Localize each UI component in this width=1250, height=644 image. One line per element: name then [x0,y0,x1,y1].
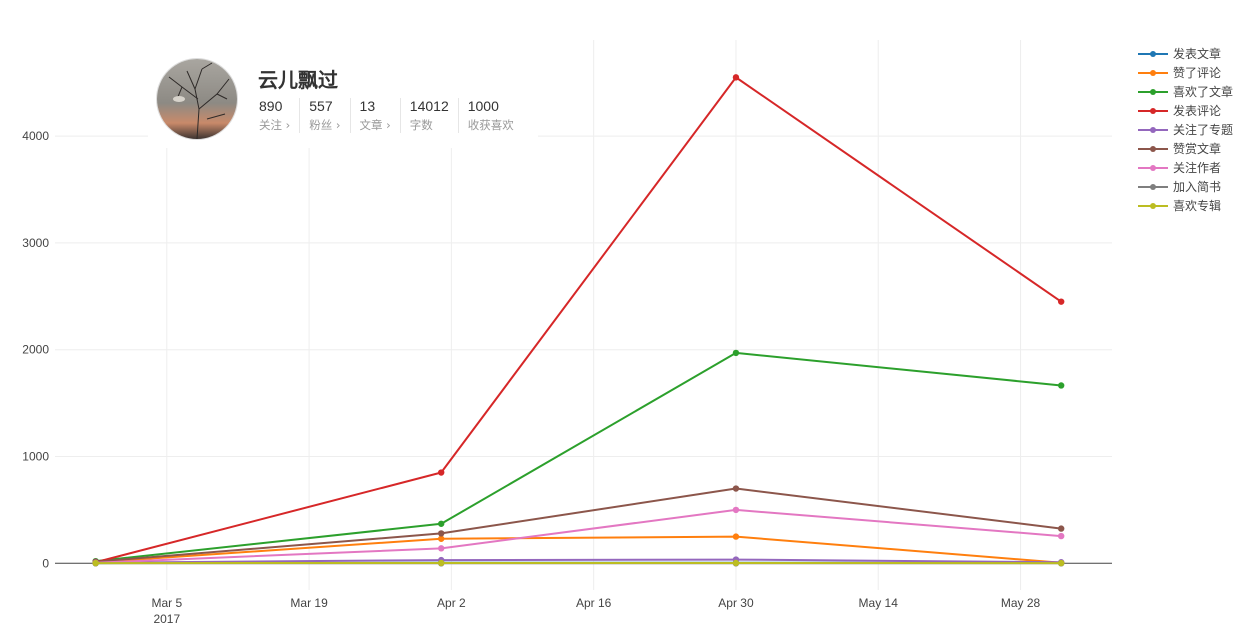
series-line [95,487,1062,563]
legend-item[interactable]: 赞赏文章 [1138,141,1221,156]
data-point[interactable] [732,533,740,540]
series-layer [92,74,1065,567]
data-point[interactable] [1057,382,1065,389]
legend-label: 赞赏文章 [1173,141,1221,156]
legend-label: 发表评论 [1173,103,1221,118]
stat-value: 557 [309,98,333,114]
legend-marker [1150,165,1156,171]
legend-item[interactable]: 关注了专题 [1138,122,1233,137]
legend-marker [1150,108,1156,114]
stat-label: 关注 › [259,118,291,132]
legend-item[interactable]: 关注作者 [1138,160,1221,175]
legend-item[interactable]: 加入简书 [1138,180,1221,194]
legend-label: 发表文章 [1173,46,1221,61]
y-tick-label: 0 [42,556,49,570]
data-point[interactable] [1057,559,1065,567]
series-line [95,508,1062,564]
series-line [95,76,1062,564]
stat-articles[interactable]: 13 文章 › [349,98,400,133]
data-point[interactable] [732,485,740,492]
series-喜欢了文章 [92,349,1065,565]
legend-item[interactable]: 喜欢了文章 [1138,84,1233,99]
data-point[interactable] [438,520,445,527]
legend-marker [1150,184,1156,190]
x-tick-label: Mar 19 [290,596,328,610]
profile-card: 云儿飘过 890 关注 › 557 粉丝 › 13 文章 › 14012 字数 … [148,40,538,148]
axis-layer: Mar 5 2017 Mar 19 Apr 2 Apr 16 Apr 30 May 14 Ma… [22,129,1040,626]
legend-marker [1150,203,1156,209]
legend-label: 关注了专题 [1173,122,1233,137]
x-tick-label: May 28 [1001,596,1041,610]
stat-followers[interactable]: 557 粉丝 › [299,98,349,133]
legend-marker [1150,127,1156,133]
stat-words: 14012 字数 [399,98,458,133]
profile-stats: 890 关注 › 557 粉丝 › 13 文章 › 14012 字数 1000 … [258,98,523,133]
data-point[interactable] [1057,525,1065,532]
data-point[interactable] [732,349,740,357]
data-point[interactable] [438,535,445,542]
x-tick-label: Apr 30 [718,596,754,610]
data-point[interactable] [1057,298,1065,305]
legend-item[interactable]: 赞了评论 [1138,66,1221,80]
series-喜欢专辑 [92,559,1065,567]
data-point[interactable] [92,559,99,567]
stat-value: 14012 [409,98,449,114]
stat-label: 收获喜欢 [467,118,514,132]
stat-value: 1000 [467,98,499,114]
stat-following[interactable]: 890 关注 › [258,98,299,133]
data-point[interactable] [438,559,445,567]
y-tick-label: 3000 [22,236,49,250]
x-tick-label: May 14 [859,596,899,610]
stat-value: 13 [359,98,376,114]
legend-label: 喜欢了文章 [1173,84,1233,99]
x-tick-label: Apr 2 [437,596,466,610]
legend-marker [1150,89,1156,95]
data-point[interactable] [732,74,740,81]
stat-label: 文章 › [359,118,391,132]
legend-marker [1150,51,1156,57]
stat-likes: 1000 收获喜欢 [457,98,523,133]
stat-label: 粉丝 › [309,118,341,132]
legend-marker [1150,146,1156,152]
legend-label: 关注作者 [1173,160,1221,175]
x-tick-sublabel: 2017 [153,612,180,626]
data-point[interactable] [438,469,445,476]
series-line [95,351,1062,563]
profile-name: 云儿飘过 [258,68,338,92]
data-point[interactable] [732,559,740,567]
stat-value: 890 [259,98,283,114]
series-line [95,535,1062,564]
data-point[interactable] [438,545,445,552]
data-point[interactable] [438,530,445,537]
legend-item[interactable]: 喜欢专辑 [1138,198,1221,213]
legend-label: 赞了评论 [1173,66,1221,80]
legend-item[interactable]: 发表评论 [1138,103,1221,118]
avatar-image [157,59,237,139]
series-line [95,558,1062,564]
avatar[interactable] [156,58,238,140]
legend-item[interactable]: 发表文章 [1138,46,1221,61]
x-tick-label: Mar 5 [151,596,182,610]
series-关注作者 [92,506,1065,566]
legend-label: 加入简书 [1173,180,1221,194]
y-tick-label: 2000 [22,343,49,357]
data-point[interactable] [1057,532,1065,540]
data-point[interactable] [732,506,740,514]
stat-label: 字数 [409,118,433,132]
x-tick-label: Apr 16 [576,596,612,610]
legend-marker [1150,70,1156,76]
y-tick-label: 4000 [22,129,49,143]
y-tick-label: 1000 [22,450,49,464]
legend-label: 喜欢专辑 [1173,198,1221,213]
